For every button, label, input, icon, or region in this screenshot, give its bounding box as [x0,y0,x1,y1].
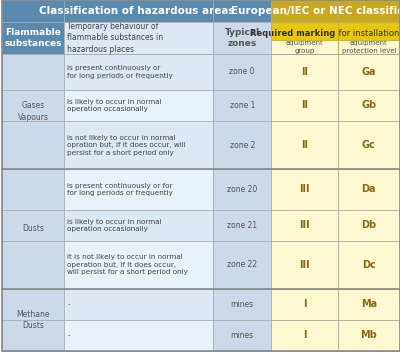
Text: zone 1: zone 1 [230,101,255,110]
Text: I: I [303,299,306,309]
Bar [64,22,213,54]
Text: Required marking: Required marking [250,29,336,38]
Bar [213,241,271,289]
Bar [271,54,338,90]
Text: Dusts: Dusts [22,224,44,233]
Text: zone 2: zone 2 [230,141,255,149]
Bar [271,210,338,241]
Text: III: III [299,260,310,270]
Bar [338,40,400,54]
Text: zone 0: zone 0 [230,67,255,76]
Text: II: II [301,140,308,150]
Text: -: - [67,332,70,338]
Bar [338,241,400,289]
Bar [338,90,400,121]
Bar [64,241,213,289]
Text: III: III [299,220,310,230]
Text: mines: mines [231,300,254,309]
Bar [213,169,271,210]
Text: Db: Db [361,220,376,230]
Bar [64,289,213,320]
Text: it is not likely to occur in normal
operation but, if it does occur,
will persis: it is not likely to occur in normal oper… [67,254,188,275]
Bar [2,22,64,54]
Bar [271,169,338,210]
Bar [271,241,338,289]
Text: is likely to occur in normal
operation occasionally: is likely to occur in normal operation o… [67,219,162,232]
Text: III: III [299,184,310,194]
Text: equipment
group: equipment group [286,40,323,54]
Bar [338,320,400,351]
Bar [271,121,338,169]
Text: II: II [301,100,308,110]
Bar [64,210,213,241]
Text: Ga: Ga [362,67,376,77]
Text: Gb: Gb [361,100,376,110]
Text: Ma: Ma [361,299,377,309]
Text: Flammable
substances: Flammable substances [4,28,62,48]
Bar [213,54,271,90]
Bar [271,0,400,22]
Bar [271,320,338,351]
Text: Gc: Gc [362,140,376,150]
Bar [271,289,338,320]
Bar [271,90,338,121]
Text: is present continuously or
for long periods or frequently: is present continuously or for long peri… [67,65,173,79]
Text: I: I [303,331,306,340]
Text: Temporary behaviour of
flammable substances in
hazardous places: Temporary behaviour of flammable substan… [67,22,164,54]
Bar [213,90,271,121]
Text: for installation: for installation [336,29,399,38]
Bar [213,320,271,351]
Text: Mb: Mb [360,331,377,340]
Bar [2,0,271,22]
Text: mines: mines [231,331,254,340]
Bar [64,54,213,90]
Text: zone 21: zone 21 [227,221,257,230]
Bar [64,169,213,210]
Bar [271,40,338,54]
Bar [64,320,213,351]
Text: -: - [67,301,70,307]
Bar [213,22,271,54]
Text: Methane
Dusts: Methane Dusts [16,310,50,330]
Text: European/IEC or NEC classifications: European/IEC or NEC classifications [231,6,400,16]
Bar [2,169,64,289]
Text: is not likely to occur in normal
opration but, if it does occur, will
persist fo: is not likely to occur in normal opratio… [67,135,186,155]
Bar [338,289,400,320]
Text: zone 22: zone 22 [227,260,257,269]
Bar [271,22,400,54]
Text: zone 20: zone 20 [227,185,257,194]
Text: Dc: Dc [362,260,376,270]
Text: equipment
protection level: equipment protection level [342,40,396,54]
Bar [64,121,213,169]
Text: Da: Da [362,184,376,194]
Text: Gases
Vapours: Gases Vapours [18,102,49,121]
Text: II: II [301,67,308,77]
Bar [338,121,400,169]
Bar [338,54,400,90]
Bar [338,210,400,241]
Bar [213,289,271,320]
Text: is likely to occur in normal
operation occasionally: is likely to occur in normal operation o… [67,99,162,112]
Text: Classification of hazardous areas: Classification of hazardous areas [39,6,234,16]
Text: is present continuously or for
for long periods or frequently: is present continuously or for for long … [67,182,173,196]
Bar [64,90,213,121]
Bar [2,289,64,351]
Bar [2,54,64,169]
Bar [213,121,271,169]
Text: Typical
zones: Typical zones [225,28,260,48]
Bar [213,210,271,241]
Bar [338,169,400,210]
